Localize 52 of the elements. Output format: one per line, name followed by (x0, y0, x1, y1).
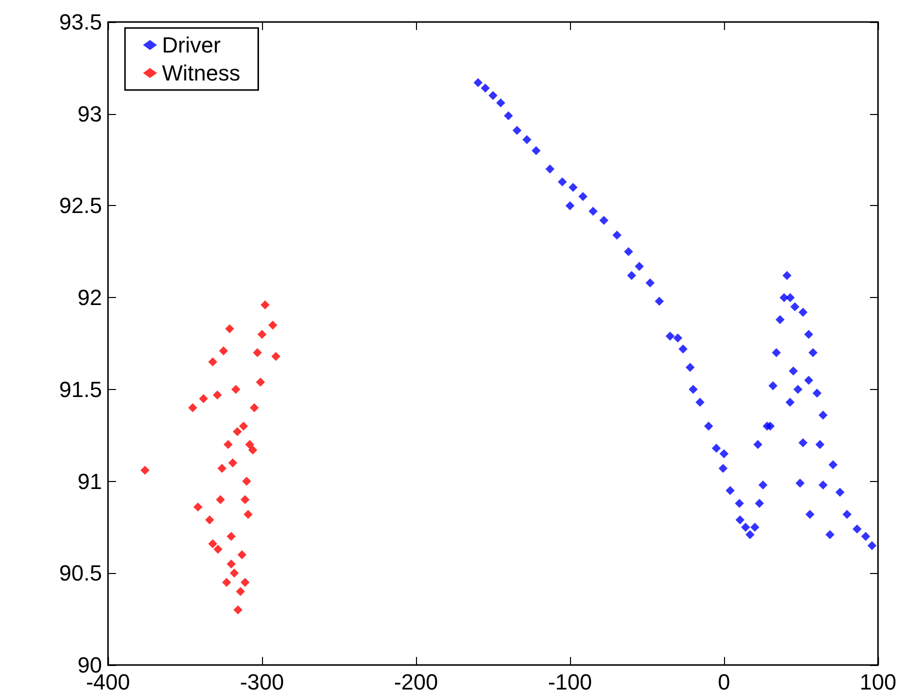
x-tick-label: 0 (718, 670, 730, 694)
point (245, 440, 254, 450)
point (260, 300, 270, 310)
legend-label: Witness (162, 60, 240, 86)
point (256, 378, 265, 387)
point (231, 384, 240, 394)
point (230, 568, 239, 578)
point (193, 502, 202, 512)
y-tick-label: 91.5 (59, 376, 102, 402)
x-tick-label: -300 (240, 670, 284, 694)
y-tick-label: 91 (78, 468, 102, 494)
point (198, 394, 208, 404)
point (208, 539, 218, 548)
legend-label: Driver (162, 32, 221, 58)
point (226, 532, 236, 541)
point (213, 544, 222, 554)
y-tick-label: 93.5 (59, 10, 102, 34)
y-tick-label: 92 (78, 285, 102, 310)
x-tick-label: 100 (860, 670, 896, 694)
point (140, 466, 150, 475)
point (212, 390, 222, 400)
point (222, 578, 232, 587)
point (219, 346, 228, 356)
point (271, 352, 280, 361)
point (188, 403, 198, 412)
point (236, 587, 245, 596)
point (240, 495, 250, 504)
point (248, 446, 258, 455)
point (237, 550, 246, 560)
point (224, 440, 233, 450)
point (250, 403, 259, 412)
point (226, 559, 236, 568)
point (225, 324, 234, 334)
point (239, 422, 248, 431)
y-tick-label: 93 (78, 101, 102, 126)
x-tick-label: -100 (548, 670, 592, 694)
x-tick-label: -200 (394, 670, 438, 694)
point (232, 427, 242, 436)
point (216, 495, 225, 504)
point (233, 605, 242, 614)
point (258, 330, 266, 339)
point (242, 476, 252, 486)
point (244, 510, 253, 519)
point (217, 464, 226, 473)
point (252, 348, 262, 358)
point (240, 578, 250, 587)
y-tick-label: 90.5 (59, 560, 102, 586)
point (208, 357, 218, 366)
point (268, 320, 278, 330)
point (205, 515, 214, 524)
point (228, 458, 238, 468)
y-tick-label: 92.5 (59, 193, 102, 218)
